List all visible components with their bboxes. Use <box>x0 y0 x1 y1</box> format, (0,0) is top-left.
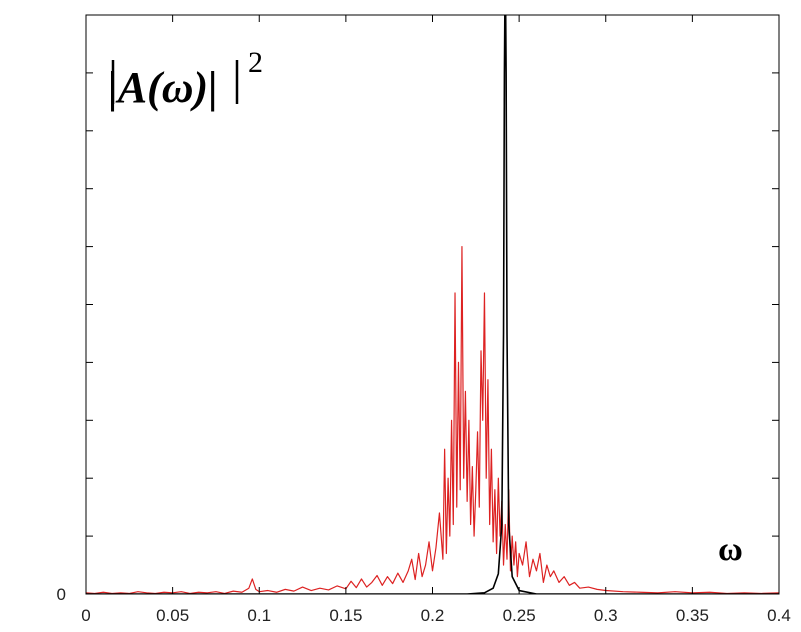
axis-tick-labels: 0 0.05 0.1 0.15 0.2 0.25 0.3 0.35 0.4 0 <box>57 585 791 625</box>
x-tick-label: 0.2 <box>421 606 445 625</box>
y-axis-label-superscript: 2 <box>248 46 263 79</box>
x-tick-label: 0.25 <box>503 606 536 625</box>
y-tick-label: 0 <box>57 585 66 604</box>
svg-text:|A(ω)|: |A(ω)| <box>108 63 218 112</box>
x-tick-label: 0.35 <box>676 606 709 625</box>
x-tick-label: 0.1 <box>247 606 271 625</box>
black-peak-line <box>86 15 779 594</box>
plot-marks <box>86 15 779 594</box>
x-tick-label: 0.15 <box>329 606 362 625</box>
y-axis-label: |A(ω)| 2 <box>108 46 263 112</box>
x-tick-label: 0.3 <box>594 606 618 625</box>
x-tick-label: 0.05 <box>156 606 189 625</box>
axis-ticks <box>85 15 780 595</box>
x-tick-label: 0.4 <box>767 606 791 625</box>
red-spectrum-line <box>86 246 779 594</box>
y-axis-label-text: |A(ω)| <box>108 63 218 112</box>
x-axis-label: ω <box>718 531 743 568</box>
x-tick-label: 0 <box>81 606 90 625</box>
